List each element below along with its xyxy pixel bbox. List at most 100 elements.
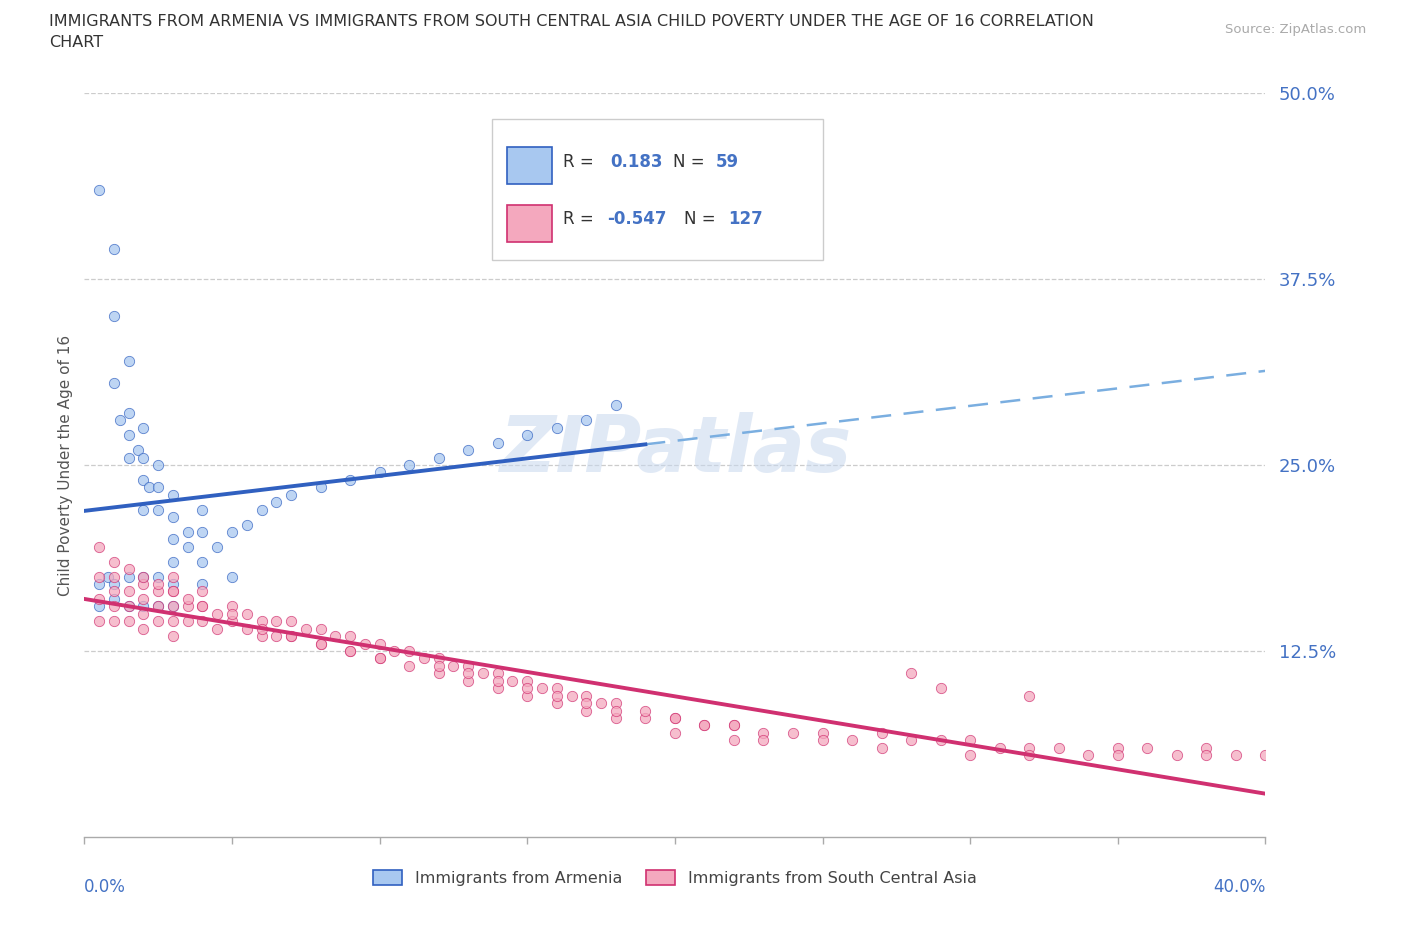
Point [1107,740,1129,755]
Point [148,599,170,614]
Point [900,666,922,681]
Point [959,733,981,748]
FancyBboxPatch shape [492,119,823,260]
Point [118,428,141,443]
Point [132,472,155,487]
Point [103,584,125,599]
Point [138,480,160,495]
Point [900,733,922,748]
Point [280,629,302,644]
Point [132,577,155,591]
Point [191,525,214,539]
Point [87,614,111,629]
Point [427,450,450,465]
Point [132,569,155,584]
Point [87,577,111,591]
Point [162,599,184,614]
Legend: Immigrants from Armenia, Immigrants from South Central Asia: Immigrants from Armenia, Immigrants from… [367,863,983,892]
Point [457,658,479,673]
Point [191,584,214,599]
Text: CHART: CHART [49,35,103,50]
Point [132,621,155,636]
Point [148,599,170,614]
Point [162,569,184,584]
Point [575,696,598,711]
Point [108,413,131,428]
Point [339,472,361,487]
Point [221,614,243,629]
Point [368,651,391,666]
Point [103,569,125,584]
Point [103,614,125,629]
Point [546,681,568,696]
Point [1195,740,1218,755]
Point [118,599,141,614]
Point [546,420,568,435]
Point [148,584,170,599]
Point [118,569,141,584]
Point [427,658,450,673]
Point [368,651,391,666]
Point [591,696,613,711]
Point [118,584,141,599]
Point [870,725,893,740]
Point [207,539,229,554]
Point [280,614,302,629]
Point [398,658,420,673]
Point [162,510,184,525]
Point [457,443,479,458]
Point [191,502,214,517]
Point [191,554,214,569]
Point [132,420,155,435]
Point [841,733,863,748]
Point [207,606,229,621]
Point [148,502,170,517]
Point [309,636,332,651]
Point [132,502,155,517]
Point [148,577,170,591]
Point [368,465,391,480]
Point [132,599,155,614]
Point [87,569,111,584]
Point [516,673,538,688]
Point [162,554,184,569]
Point [221,599,243,614]
Point [1047,740,1070,755]
Point [103,376,125,391]
Point [516,688,538,703]
Point [280,487,302,502]
Point [1166,748,1188,763]
Point [236,517,259,532]
Y-axis label: Child Poverty Under the Age of 16: Child Poverty Under the Age of 16 [58,335,73,595]
Point [398,644,420,658]
Point [177,614,200,629]
Point [546,688,568,703]
Point [103,577,125,591]
Bar [508,147,553,184]
Point [427,666,450,681]
Point [605,398,627,413]
Point [162,487,184,502]
Point [1254,748,1277,763]
Point [132,450,155,465]
Point [266,629,288,644]
Text: 59: 59 [716,153,740,171]
Point [575,703,598,718]
Point [250,621,273,636]
Point [250,502,273,517]
Point [177,525,200,539]
Point [148,480,170,495]
Point [221,569,243,584]
Point [605,703,627,718]
Point [1018,688,1040,703]
Point [634,703,657,718]
Point [309,480,332,495]
Point [266,495,288,510]
Point [693,718,716,733]
Point [148,569,170,584]
Bar [508,205,553,242]
Point [162,629,184,644]
Point [250,614,273,629]
Point [148,614,170,629]
Point [723,733,745,748]
